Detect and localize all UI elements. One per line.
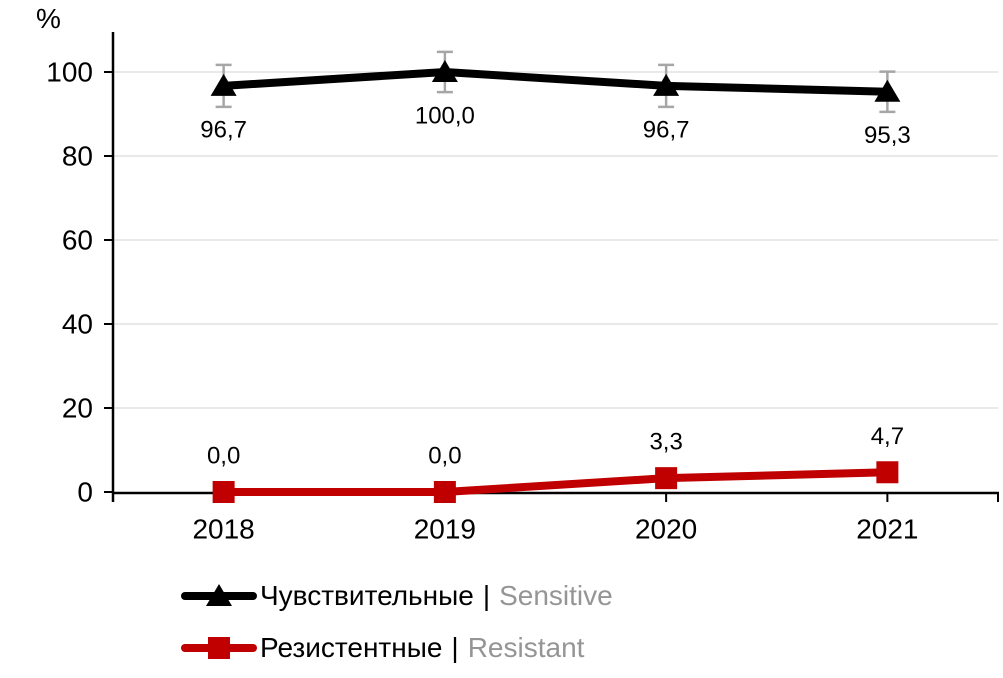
legend-separator: | [451,632,459,663]
x-tick-label: 2021 [856,514,918,545]
x-tick-label: 2019 [414,514,476,545]
data-label: 0,0 [207,443,240,470]
y-tick-label: 60 [62,225,93,256]
data-label: 95,3 [864,122,911,149]
legend-separator: | [482,580,491,611]
data-point-marker [655,467,678,490]
x-tick-label: 2018 [192,514,254,545]
legend-label-en: Sensitive [499,580,613,611]
legend-label-sensitive: Чувствительные | Sensitive [260,580,613,612]
data-point-marker [874,79,901,102]
y-tick-label: 100 [46,57,93,88]
data-point-marker [653,73,680,96]
y-tick-label: 80 [62,141,93,172]
y-tick-label: 40 [62,309,93,340]
legend-item-resistant: Резистентные | Resistant [181,632,613,664]
legend-label-ru: Резистентные [260,632,443,663]
data-label: 4,7 [871,423,904,450]
data-point-marker [876,461,899,484]
legend-label-resistant: Резистентные | Resistant [260,632,584,664]
legend-line-sample-resistant [181,637,257,659]
data-point-marker [212,481,235,503]
chart-legend: Чувствительные | Sensitive Резистентные | Re… [181,580,613,664]
legend-sample-marker [206,584,232,606]
data-label: 3,3 [649,429,682,456]
legend-item-sensitive: Чувствительные | Sensitive [181,580,613,612]
data-label: 100,0 [415,103,475,130]
x-tick-label: 2020 [635,514,697,545]
data-point-marker [431,60,458,82]
legend-line-sample-sensitive [181,584,257,606]
data-point-marker [433,481,456,503]
data-point-marker [210,73,237,96]
y-tick-label: 0 [77,477,93,508]
legend-sample-marker [208,637,230,659]
series-line-0 [223,67,888,96]
data-label: 96,7 [200,116,247,143]
y-axis-unit-label: % [36,3,61,34]
data-label: 96,7 [643,116,690,143]
legend-label-ru: Чувствительные [260,580,474,611]
y-tick-label: 20 [62,393,93,424]
legend-label-en: Resistant [467,632,585,663]
series-line-1 [223,468,888,496]
data-label: 0,0 [428,443,461,470]
line-chart-plot: 0 20 40 60 80 100 2018 2019 2020 2021 96,7 100,0 96,… [46,32,999,545]
